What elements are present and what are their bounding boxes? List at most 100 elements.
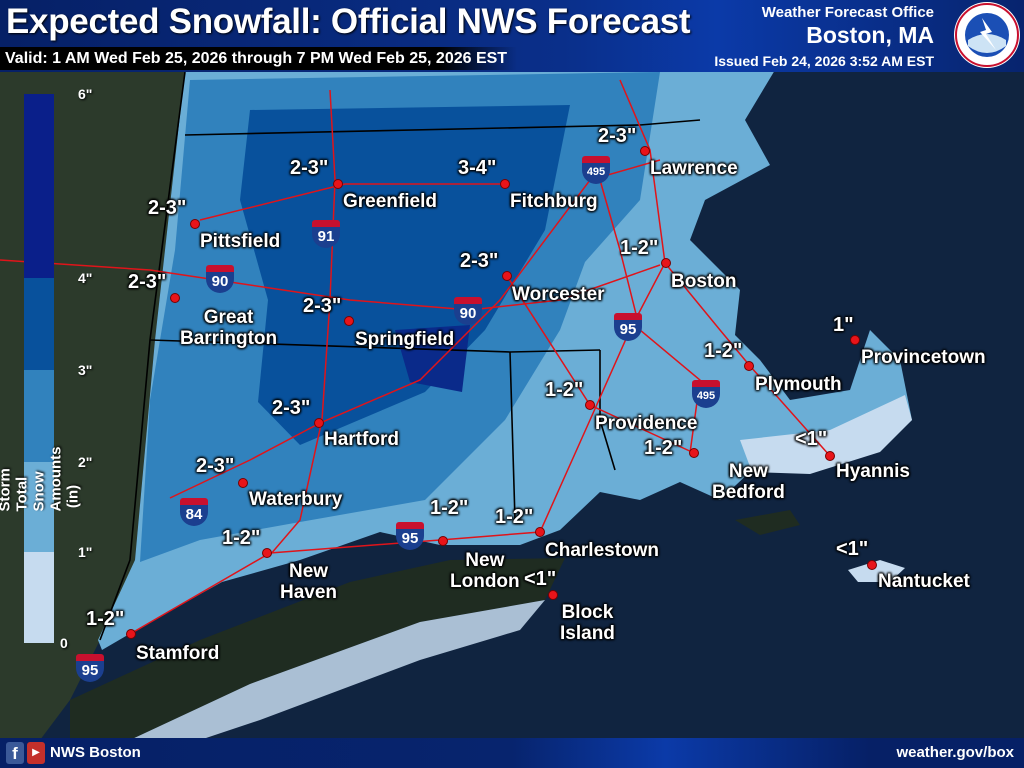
city-name-waterbury: Waterbury [249, 489, 343, 510]
legend-tick: 3" [78, 362, 93, 378]
legend-title: Storm Total Snow Amounts (in) [0, 447, 82, 512]
snow-amount-new-haven: 1-2" [222, 527, 261, 549]
valid-period: Valid: 1 AM Wed Feb 25, 2026 through 7 P… [0, 47, 518, 70]
snow-amount-block-island: <1" [524, 568, 557, 590]
legend-bin-0-1 [24, 552, 54, 643]
city-name-hartford: Hartford [324, 429, 399, 450]
city-name-new-haven: New Haven [280, 561, 338, 603]
snow-amount-great-barrington: 2-3" [128, 271, 167, 293]
snow-amount-greenfield: 2-3" [290, 157, 329, 179]
snow-amount-plymouth: 1-2" [704, 340, 743, 362]
snow-amount-charlestown: 1-2" [495, 506, 534, 528]
snow-amount-hyannis: <1" [795, 428, 828, 450]
snow-amount-new-london: 1-2" [430, 497, 469, 519]
legend-bin-4-6 [24, 94, 54, 278]
city-dot [661, 258, 671, 268]
nantucket-island [848, 560, 905, 582]
page-title: Expected Snowfall: Official NWS Forecast [6, 2, 691, 41]
snow-amount-boston: 1-2" [620, 237, 659, 259]
city-name-provincetown: Provincetown [861, 347, 986, 368]
city-dot [190, 219, 200, 229]
snow-amount-nantucket: <1" [836, 538, 869, 560]
city-dot [535, 527, 545, 537]
website-link[interactable]: weather.gov/box [896, 744, 1014, 761]
nws-logo [954, 2, 1020, 68]
city-name-providence: Providence [595, 413, 698, 434]
legend-tick: 6" [78, 86, 93, 102]
snow-amount-pittsfield: 2-3" [148, 197, 187, 219]
interstate-shield-icon: 84 [180, 498, 208, 526]
legend-bin-1-2 [24, 462, 54, 552]
legend-tick: 4" [78, 270, 93, 286]
city-dot [170, 293, 180, 303]
city-name-great-barrington: Great Barrington [180, 307, 278, 349]
youtube-icon[interactable]: ▶ [27, 742, 45, 764]
legend-tick: 0 [60, 635, 68, 651]
legend-tick: 2" [78, 454, 93, 470]
snow-amount-springfield: 2-3" [303, 295, 342, 317]
city-dot [585, 400, 595, 410]
legend-tick: 1" [78, 544, 93, 560]
long-island [70, 558, 565, 740]
snow-amount-providence: 1-2" [545, 379, 584, 401]
city-name-fitchburg: Fitchburg [510, 191, 598, 212]
interstate-shield-icon: 495 [582, 156, 610, 184]
city-dot [548, 590, 558, 600]
city-name-new-london: New London [450, 550, 520, 592]
legend-bin-3-4 [24, 278, 54, 370]
city-name-plymouth: Plymouth [755, 374, 842, 395]
city-dot [238, 478, 248, 488]
snowfall-legend: 6" 4" 3" 2" 1" 0 Storm Total Snow Amount… [0, 86, 92, 651]
marthas-vineyard [735, 510, 800, 535]
snow-amount-stamford: 1-2" [86, 608, 125, 630]
footer-bar: f ▶ NWS Boston weather.gov/box [0, 738, 1024, 768]
city-name-lawrence: Lawrence [650, 158, 738, 179]
city-dot [344, 316, 354, 326]
city-name-new-bedford: New Bedford [712, 461, 785, 503]
long-island-south-shore [130, 600, 545, 740]
city-dot [640, 146, 650, 156]
snow-amount-fitchburg: 3-4" [458, 157, 497, 179]
city-dot [867, 560, 877, 570]
city-name-nantucket: Nantucket [878, 571, 970, 592]
city-dot [825, 451, 835, 461]
city-name-greenfield: Greenfield [343, 191, 437, 212]
city-name-block-island: Block Island [560, 602, 615, 644]
city-name-charlestown: Charlestown [545, 540, 660, 561]
snow-amount-waterbury: 2-3" [196, 455, 235, 477]
city-dot [689, 448, 699, 458]
office-label: Weather Forecast Office [761, 4, 934, 21]
city-dot [502, 271, 512, 281]
city-dot [500, 179, 510, 189]
coastal-light-zone [740, 395, 912, 474]
city-dot [262, 548, 272, 558]
city-dot [438, 536, 448, 546]
city-dot [333, 179, 343, 189]
city-dot [314, 418, 324, 428]
interstate-shield-icon: 90 [206, 265, 234, 293]
interstate-shield-icon: 95 [614, 313, 642, 341]
legend-bin-2-3 [24, 370, 54, 462]
city-dot [850, 335, 860, 345]
city-name-pittsfield: Pittsfield [200, 231, 281, 252]
header-bar: Expected Snowfall: Official NWS Forecast… [0, 0, 1024, 72]
interstate-shield-icon: 90 [454, 297, 482, 325]
interstate-shield-icon: 95 [76, 654, 104, 682]
state-borders [99, 71, 701, 641]
city-name-worcester: Worcester [512, 284, 605, 305]
facebook-icon[interactable]: f [6, 742, 24, 764]
snow-amount-hartford: 2-3" [272, 397, 311, 419]
city-name-stamford: Stamford [136, 643, 220, 664]
office-name: Boston, MA [806, 22, 934, 48]
snow-amount-provincetown: 1" [833, 314, 854, 336]
office-info: Weather Forecast Office Boston, MA Issue… [714, 4, 934, 69]
city-dot [126, 629, 136, 639]
snow-amount-worcester: 2-3" [460, 250, 499, 272]
interstate-shield-icon: 95 [396, 522, 424, 550]
interstate-shield-icon: 495 [692, 380, 720, 408]
snow-amount-lawrence: 2-3" [598, 125, 637, 147]
snow-amount-new-bedford: 1-2" [644, 437, 683, 459]
city-name-boston: Boston [671, 271, 737, 292]
city-dot [744, 361, 754, 371]
